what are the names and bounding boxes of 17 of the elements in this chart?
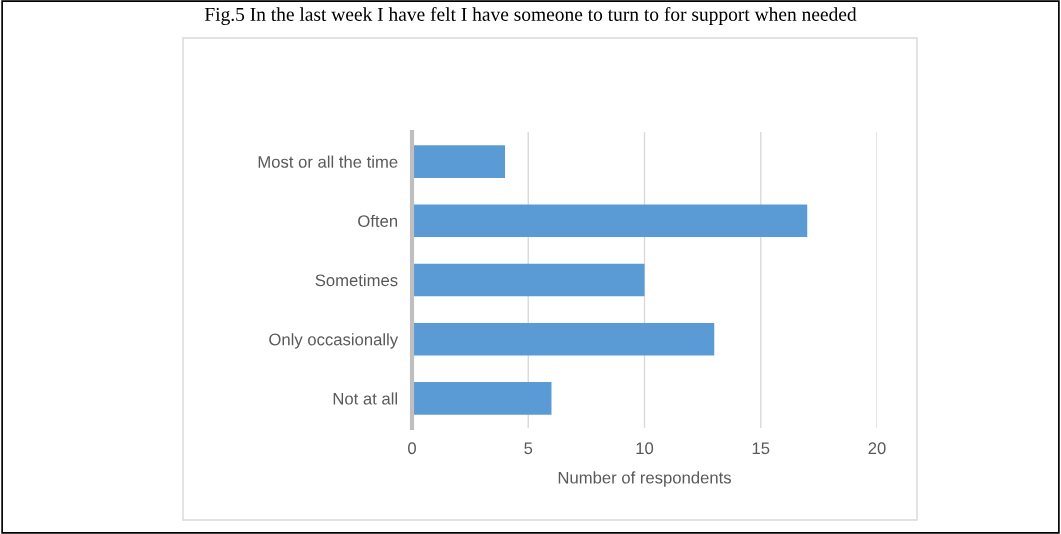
y-tick-label: Sometimes [315,273,398,287]
bar [412,263,645,297]
y-tick-label: Not at all [333,392,397,405]
x-tick-label: 0 [408,442,416,455]
bar [412,382,552,415]
y-tick-label: Only occasionally [269,333,399,349]
x-tick-label: 15 [752,442,770,455]
bar [412,322,715,356]
chart-title: Fig.5 In the last week I have felt I have someone to turn to for support when needed [204,7,857,25]
x-tick-label: 20 [868,442,886,455]
y-tick-label: Often [358,214,398,227]
x-tick-label: 10 [636,442,654,455]
x-tick-label: 5 [524,442,533,455]
bar [412,145,505,178]
x-axis-title: Number of respondents [558,471,731,487]
y-tick-label: Most or all the time [258,155,398,168]
bar [412,204,808,238]
